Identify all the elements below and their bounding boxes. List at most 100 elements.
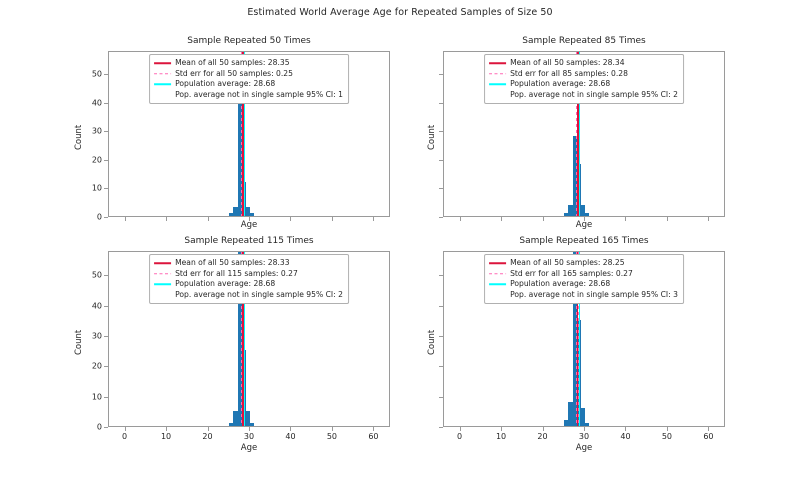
- x-tick-label: 40: [285, 432, 296, 441]
- x-tick: [459, 217, 461, 221]
- subplot-title: Sample Repeated 115 Times: [184, 236, 314, 246]
- y-tick-label: 20: [91, 361, 102, 371]
- legend-item-label: Pop. average not in single sample 95% CI…: [510, 289, 678, 299]
- histogram-bar: [237, 98, 242, 216]
- x-tick: [290, 427, 292, 431]
- legend-line-swatch-icon: [154, 290, 171, 299]
- legend-item: Pop. average not in single sample 95% CI…: [489, 290, 678, 301]
- legend[interactable]: Mean of all 50 samples: 28.33 Std err for…: [149, 254, 349, 304]
- x-tick: [625, 427, 627, 431]
- legend-item-label: Mean of all 50 samples: 28.35: [175, 58, 290, 67]
- y-axis-label: Count: [74, 329, 84, 355]
- legend-item-label: Std err for all 165 samples: 0.27: [510, 268, 633, 278]
- y-tick: [104, 305, 108, 307]
- population-average-line: [243, 252, 246, 426]
- histogram-bar: [568, 401, 573, 426]
- histogram-bar: [585, 213, 590, 216]
- legend-line-swatch-icon: [489, 90, 506, 99]
- x-tick: [124, 427, 126, 431]
- x-tick: [373, 427, 375, 431]
- legend-item: Std err for all 115 samples: 0.27: [154, 269, 343, 280]
- x-tick-label: 60: [703, 432, 714, 441]
- legend-item-label: Pop. average not in single sample 95% CI…: [510, 89, 678, 99]
- legend-item-label: Population average: 28.68: [175, 279, 276, 288]
- y-tick: [439, 73, 443, 75]
- x-axis-label: Age: [240, 443, 258, 453]
- histogram-bar: [233, 207, 238, 216]
- legend-line-swatch-icon: [154, 59, 172, 68]
- x-axis-label: Age: [575, 220, 593, 230]
- x-tick: [542, 217, 544, 221]
- y-tick-label: 50: [91, 69, 102, 79]
- x-tick-label: 50: [326, 432, 338, 441]
- y-axis-label: Count: [74, 124, 84, 150]
- histogram-bar: [572, 135, 577, 216]
- histogram-bar: [572, 252, 577, 426]
- histogram-bar: [580, 407, 585, 426]
- legend-item-label: Mean of all 50 samples: 28.33: [175, 258, 290, 267]
- histogram-bar: [580, 204, 585, 216]
- legend-line-swatch-icon: [154, 80, 172, 89]
- y-tick: [104, 427, 108, 428]
- y-tick-label: 40: [91, 98, 102, 108]
- x-tick: [249, 217, 250, 221]
- x-tick-label: 50: [661, 432, 673, 441]
- legend[interactable]: Mean of all 50 samples: 28.35 Std err for…: [149, 54, 349, 104]
- y-tick: [439, 188, 443, 190]
- legend-line-swatch-icon: [154, 259, 172, 268]
- legend-item: Std err for all 50 samples: 0.25: [154, 69, 343, 80]
- tick-container: [439, 51, 725, 221]
- legend-line-swatch-icon: [489, 69, 507, 78]
- x-tick: [625, 217, 627, 221]
- legend-item: Population average: 28.68: [154, 279, 343, 290]
- legend-item: Mean of all 50 samples: 28.25: [489, 258, 678, 269]
- figure-suptitle: Estimated World Average Age for Repeated…: [247, 7, 553, 18]
- histogram-bar: [250, 422, 255, 426]
- x-tick: [331, 427, 333, 431]
- y-axis-label: Count: [427, 329, 437, 355]
- x-tick-label: 40: [620, 432, 631, 441]
- histogram-bar: [564, 419, 569, 426]
- x-tick-label: 10: [160, 432, 172, 441]
- y-tick: [104, 188, 108, 190]
- legend-line-swatch-icon: [489, 59, 507, 68]
- x-tick: [708, 217, 710, 221]
- mean-line: [577, 252, 579, 426]
- x-tick-label: 30: [243, 432, 255, 441]
- std-err-lower-line: [576, 52, 578, 216]
- tick-container: 0 10 20 30 40 50: [92, 51, 390, 222]
- y-axis-label: Count: [427, 124, 437, 150]
- x-tick: [331, 217, 333, 221]
- subplot-title: Sample Repeated 165 Times: [519, 236, 649, 246]
- y-tick-label: 40: [91, 301, 102, 311]
- legend-item: Mean of all 50 samples: 28.33: [154, 258, 343, 269]
- subplot-title: Sample Repeated 50 Times: [187, 36, 311, 46]
- y-tick: [439, 159, 443, 161]
- x-tick: [666, 427, 668, 431]
- legend-item: Std err for all 165 samples: 0.27: [489, 269, 678, 280]
- x-tick: [501, 217, 503, 221]
- legend[interactable]: Mean of all 50 samples: 28.34 Std err for…: [484, 54, 684, 104]
- x-tick: [207, 217, 209, 221]
- legend[interactable]: Mean of all 50 samples: 28.25 Std err for…: [484, 254, 684, 304]
- x-axis-label: Age: [240, 220, 258, 230]
- y-tick: [104, 275, 108, 277]
- population-average-line: [578, 252, 581, 426]
- population-average-line: [243, 52, 246, 216]
- std-err-lower-line: [241, 252, 243, 426]
- legend-item: Population average: 28.68: [154, 79, 343, 90]
- histogram-bar: [229, 213, 234, 216]
- mean-line: [242, 252, 244, 426]
- legend-item-label: Population average: 28.68: [510, 79, 611, 88]
- legend-line-swatch-icon: [489, 269, 507, 278]
- subplot-sample-repeated-115: Sample Repeated 115 Times 0 10 20 30 40 50 60 0…: [74, 236, 390, 453]
- legend-line-swatch-icon: [154, 90, 171, 99]
- y-tick: [104, 102, 108, 104]
- x-tick: [290, 217, 292, 221]
- histogram-bar: [245, 410, 250, 426]
- legend-item-label: Mean of all 50 samples: 28.34: [510, 58, 625, 67]
- y-tick-label: 10: [91, 183, 102, 193]
- y-tick: [104, 73, 108, 75]
- y-tick: [104, 131, 108, 133]
